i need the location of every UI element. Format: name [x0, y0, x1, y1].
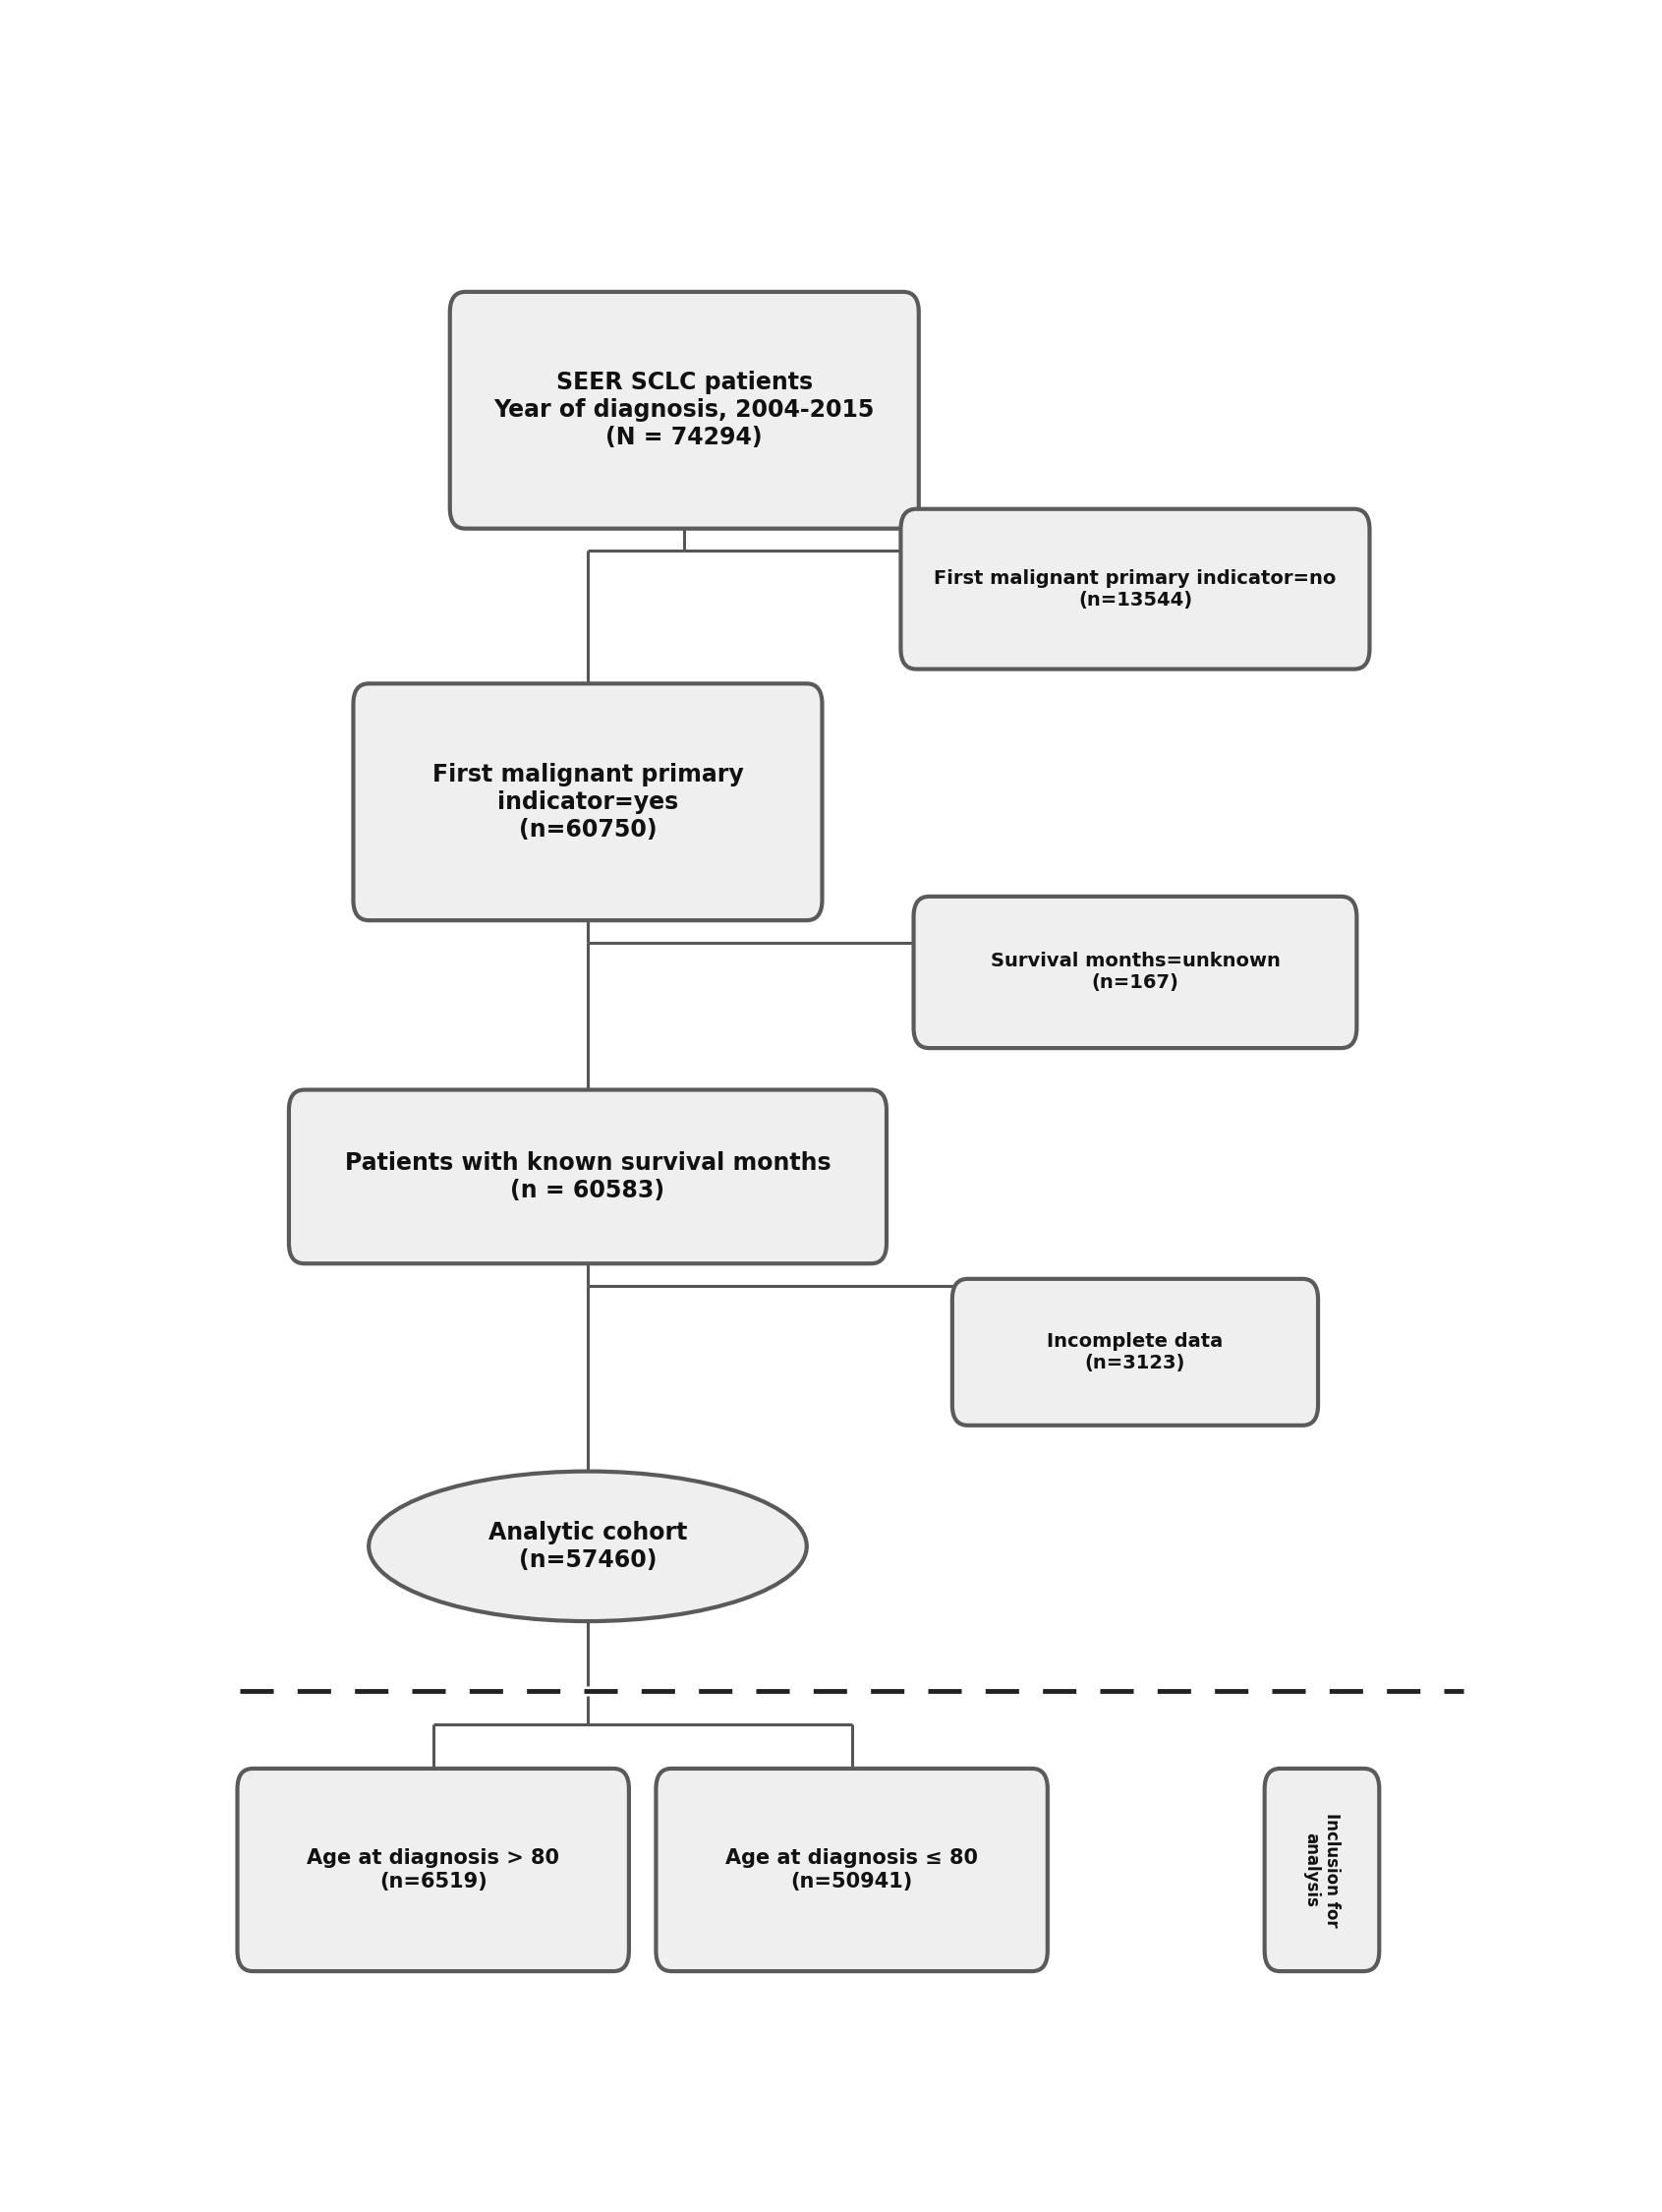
Text: Age at diagnosis > 80
(n=6519): Age at diagnosis > 80 (n=6519) — [307, 1849, 560, 1891]
FancyBboxPatch shape — [450, 292, 919, 529]
Ellipse shape — [369, 1471, 806, 1621]
FancyBboxPatch shape — [656, 1770, 1047, 1971]
Text: Incomplete data
(n=3123): Incomplete data (n=3123) — [1047, 1332, 1223, 1371]
Text: First malignant primary indicator=no
(n=13544): First malignant primary indicator=no (n=… — [934, 568, 1336, 608]
Text: Survival months=unknown
(n=167): Survival months=unknown (n=167) — [991, 951, 1280, 993]
Text: Age at diagnosis ≤ 80
(n=50941): Age at diagnosis ≤ 80 (n=50941) — [726, 1849, 977, 1891]
Text: SEER SCLC patients
Year of diagnosis, 2004-2015
(N = 74294): SEER SCLC patients Year of diagnosis, 20… — [494, 372, 874, 449]
FancyBboxPatch shape — [1265, 1770, 1379, 1971]
Text: First malignant primary
indicator=yes
(n=60750): First malignant primary indicator=yes (n… — [432, 763, 743, 841]
FancyBboxPatch shape — [914, 896, 1356, 1048]
Text: Analytic cohort
(n=57460): Analytic cohort (n=57460) — [489, 1522, 686, 1573]
FancyBboxPatch shape — [289, 1091, 886, 1263]
Text: Patients with known survival months
(n = 60583): Patients with known survival months (n =… — [344, 1150, 831, 1201]
FancyBboxPatch shape — [238, 1770, 628, 1971]
FancyBboxPatch shape — [952, 1279, 1318, 1425]
Text: Inclusion for
analysis: Inclusion for analysis — [1303, 1812, 1341, 1927]
FancyBboxPatch shape — [901, 509, 1369, 668]
FancyBboxPatch shape — [354, 684, 823, 920]
